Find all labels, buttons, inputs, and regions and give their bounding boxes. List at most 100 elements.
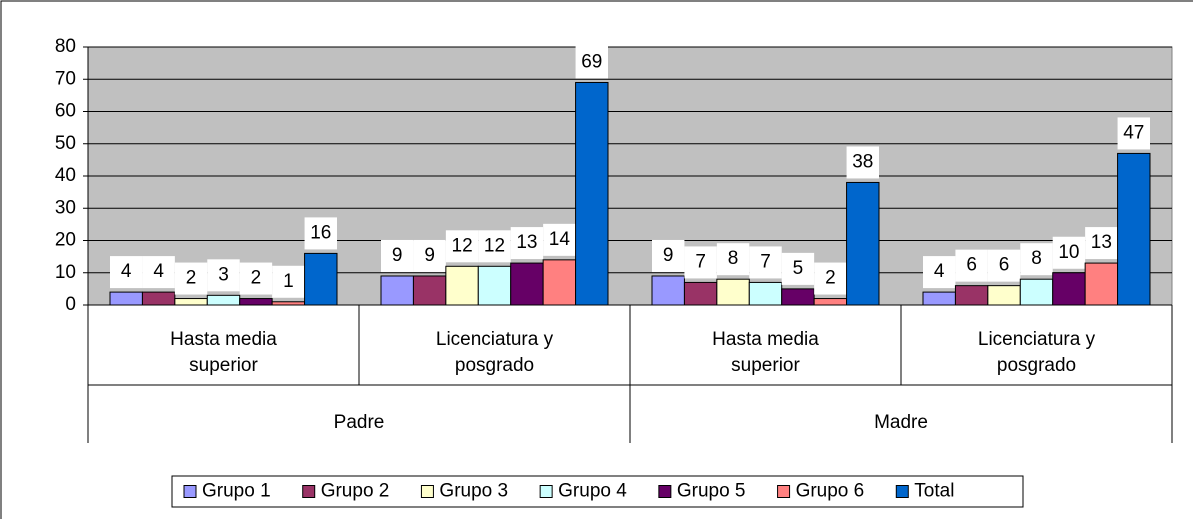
data-label: 9 <box>392 245 403 266</box>
data-label-bg <box>575 46 608 79</box>
y-tick-label: 70 <box>55 68 76 89</box>
legend-swatch <box>895 485 909 498</box>
bar <box>271 301 306 306</box>
legend-swatch <box>420 485 434 498</box>
bar <box>477 265 512 306</box>
data-label-bg <box>716 243 750 276</box>
bar <box>304 252 338 306</box>
bar <box>651 275 685 306</box>
data-label: 12 <box>484 235 505 256</box>
bar <box>716 278 750 306</box>
bar <box>748 281 783 306</box>
y-tick-label: 50 <box>55 133 76 154</box>
bar <box>239 298 273 306</box>
data-label-bg <box>1052 236 1086 269</box>
legend-label: Grupo 5 <box>677 481 746 502</box>
legend-swatch <box>777 485 791 498</box>
y-tick-label: 10 <box>55 262 76 283</box>
bar <box>575 81 609 306</box>
data-label: 1 <box>283 271 294 292</box>
bar <box>1019 278 1054 306</box>
bar <box>987 285 1021 306</box>
data-label: 16 <box>310 222 331 243</box>
y-tick-label: 80 <box>55 36 76 57</box>
data-label-bg <box>445 230 479 263</box>
data-label: 3 <box>218 264 229 285</box>
data-label: 10 <box>1058 242 1079 263</box>
bar <box>174 298 208 306</box>
bar <box>542 259 577 306</box>
data-label: 8 <box>1031 248 1042 269</box>
data-label: 6 <box>999 255 1010 276</box>
data-label: 4 <box>121 261 132 282</box>
x-tick-label: Licenciatura y posgrado <box>977 329 1096 376</box>
data-label: 38 <box>852 151 873 172</box>
data-label-bg <box>781 252 815 285</box>
data-label-bg <box>510 227 544 260</box>
bar <box>445 265 479 306</box>
legend-swatch <box>658 485 672 498</box>
data-label: 2 <box>251 268 262 289</box>
y-tick-label: 0 <box>65 294 76 315</box>
data-label: 69 <box>581 51 602 72</box>
data-label-bg <box>652 239 685 272</box>
data-label: 13 <box>1091 232 1112 253</box>
data-label-bg <box>381 239 414 272</box>
bar <box>683 281 718 306</box>
y-tick-label: 30 <box>55 197 76 218</box>
y-tick-label: 20 <box>55 230 76 251</box>
legend-label: Grupo 1 <box>202 481 271 502</box>
data-label-bg <box>1020 243 1053 276</box>
data-label-bg <box>110 256 143 289</box>
group-label: Madre <box>874 412 928 433</box>
data-label: 12 <box>452 235 473 256</box>
data-label: 7 <box>695 251 706 272</box>
bar <box>510 262 544 306</box>
legend-label: Total <box>914 481 954 502</box>
data-label-bg <box>304 217 337 250</box>
data-label-bg <box>955 249 988 282</box>
data-label-bg <box>478 230 511 263</box>
y-tick-label: 40 <box>55 165 76 186</box>
bar <box>1052 272 1086 306</box>
data-label-bg <box>923 256 956 289</box>
bar <box>206 294 241 306</box>
data-label-bg <box>749 246 782 279</box>
group-label: Padre <box>333 412 385 433</box>
data-label-bg <box>413 239 446 272</box>
data-label: 4 <box>153 261 164 282</box>
bar <box>813 298 848 306</box>
legend-label: Grupo 6 <box>796 481 865 502</box>
bar <box>781 288 815 306</box>
data-label-bg <box>987 249 1021 282</box>
data-label: 2 <box>825 268 836 289</box>
data-label-bg <box>239 262 273 295</box>
data-label: 7 <box>760 251 771 272</box>
data-label-bg <box>543 223 576 256</box>
data-label-bg <box>174 262 208 295</box>
data-label: 4 <box>934 261 945 282</box>
data-label-bg <box>1085 227 1118 260</box>
data-label: 13 <box>516 232 537 253</box>
legend-label: Grupo 2 <box>321 481 390 502</box>
data-label-bg <box>846 146 879 179</box>
x-tick-label: Hasta media superior <box>170 329 277 376</box>
data-label: 5 <box>793 258 804 279</box>
data-label-bg <box>272 265 305 298</box>
data-label-bg <box>1117 117 1150 150</box>
legend-label: Grupo 4 <box>558 481 627 502</box>
legend-swatch <box>302 485 316 498</box>
bar <box>954 285 989 306</box>
data-label: 14 <box>549 229 571 250</box>
x-tick-label: Hasta media superior <box>712 329 819 376</box>
data-label-bg <box>814 262 847 295</box>
bar <box>412 275 447 306</box>
data-label-bg <box>207 259 240 292</box>
data-label: 9 <box>663 245 674 266</box>
data-label: 2 <box>186 268 197 289</box>
bar <box>846 181 880 306</box>
data-label: 47 <box>1123 122 1144 143</box>
data-label-bg <box>684 246 717 279</box>
